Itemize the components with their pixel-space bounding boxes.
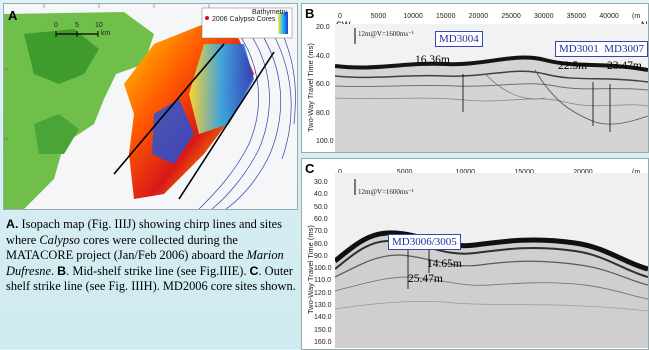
core-md3006-depth-b: 25.47m (408, 273, 443, 285)
panel-c-y-tick-3: 60.0 (314, 215, 328, 223)
panel-b-x-tick-7: 35000 (566, 13, 587, 20)
panel-c-y-tick-7: 100.0 (314, 265, 332, 273)
panel-b-x-tick-4: 20000 (468, 13, 489, 20)
caption-a-text-1: Isopach map (Fig. IIIJ) showing chirp li… (6, 217, 283, 247)
core-md3006-depth-a: 14.65m (427, 258, 462, 270)
panel-b-y-tick-0: 20.0 (316, 24, 330, 31)
panel-b-x-tick-1: 5000 (370, 13, 387, 20)
legend-title: Bathymetry (252, 9, 288, 16)
panel-b-x-tick-2: 10000 (403, 13, 423, 20)
panel-b-x-tick-0: 0 (338, 13, 342, 20)
core-md3001-md3007-label: MD3001 MD3007 (555, 41, 648, 57)
scale-unit: km (101, 30, 111, 37)
scale-mark-10: 10 (95, 22, 103, 29)
panel-c-x-tick-5: (m (632, 169, 641, 176)
panel-b-x-tick-8: 40000 (599, 13, 619, 20)
panel-b-x-tick-9: (m (632, 13, 641, 20)
isopach-map-panel: A Bathymetry 2006 Calypso Cores 0 5 10 k… (3, 3, 298, 210)
core-md3007-depth: 23.47m (607, 60, 642, 72)
panel-b-y-tick-4: 100.0 (316, 138, 334, 145)
caption-a-text-2: cores were collected during the MATACORE… (6, 232, 247, 263)
panel-c-y-tick-12: 150.0 (314, 326, 332, 334)
caption-a-label: A. (6, 217, 19, 231)
caption-c-label: C (249, 263, 259, 278)
panel-b-label: B (305, 6, 315, 21)
panel-b-scale-note: 12m@V=1600ms⁻¹ (358, 30, 414, 38)
panel-c-y-tick-10: 130.0 (314, 302, 332, 310)
seismic-profile-b: B SW N Two-Way Travel Time (ms) 05000100… (301, 3, 649, 153)
caption-b-text: . Mid-shelf strike line (see Fig.IIIE). (66, 263, 250, 278)
panel-b-x-tick-6: 30000 (534, 13, 554, 20)
core-md3006-3005-label: MD3006/3005 (388, 234, 461, 250)
panel-b-y-tick-1: 40.0 (316, 52, 330, 60)
core-md3001-depth: 22.5m (558, 60, 588, 72)
panel-b-y-tick-2: 60.0 (316, 81, 330, 88)
panel-c-y-tick-1: 40.0 (314, 191, 328, 199)
core-md3004-label: MD3004 (435, 31, 483, 47)
panel-c-scale-note: 12m@V=1600ms⁻¹ (358, 188, 414, 196)
panel-c-x-tick-0: 0 (338, 169, 342, 176)
seismic-profile-c: C SW N Two-Way Travel Time (ms) 05000100… (301, 158, 649, 350)
panel-c-x-tick-3: 15000 (514, 169, 534, 176)
panel-c-x-tick-2: 10000 (455, 169, 476, 176)
figure-caption: A. Isopach map (Fig. IIIJ) showing chirp… (6, 217, 296, 294)
panel-b-x-tick-3: 15000 (436, 13, 456, 20)
panel-c-y-tick-2: 50.0 (314, 203, 328, 211)
panel-c-y-tick-4: 70.0 (314, 228, 328, 236)
core-md3001-name: MD3001 (559, 43, 599, 55)
panel-c-y-tick-0: 30.0 (314, 179, 328, 186)
panel-b-ylabel: Two-Way Travel Time (ms) (306, 43, 315, 132)
caption-b-label: B (57, 263, 67, 278)
caption-c-text: . Outer shelf strike line (see Fig. IIIH… (6, 263, 296, 294)
panel-c-y-tick-8: 110.0 (314, 277, 331, 285)
core-md3007-name: MD3007 (604, 43, 644, 55)
seismic-image-c (335, 173, 648, 348)
panel-c-y-tick-11: 140.0 (314, 314, 332, 322)
panel-c-y-tick-13: 160.0 (314, 339, 332, 346)
panel-c-x-tick-4: 20000 (573, 169, 593, 176)
panel-a-label: A (8, 8, 18, 23)
core-md3004-depth: 16.36m (415, 54, 450, 66)
scale-mark-5: 5 (75, 22, 79, 29)
scale-mark-0: 0 (54, 22, 58, 29)
panel-c-label: C (305, 161, 315, 176)
panel-b-x-tick-5: 25000 (501, 13, 521, 20)
panel-c-y-tick-9: 120.0 (314, 289, 332, 297)
caption-calypso: Calypso (39, 232, 80, 247)
panel-c-y-tick-6: 90.0 (314, 252, 328, 260)
legend-site-label: 2006 Calypso Cores (212, 16, 276, 23)
panel-b-y-tick-3: 80.0 (316, 109, 330, 117)
caption-ship: Marion Dufresne (6, 248, 284, 278)
panel-c-x-tick-1: 5000 (396, 169, 413, 176)
panel-c-y-tick-5: 80.0 (314, 240, 328, 248)
isopach-map (4, 4, 297, 209)
